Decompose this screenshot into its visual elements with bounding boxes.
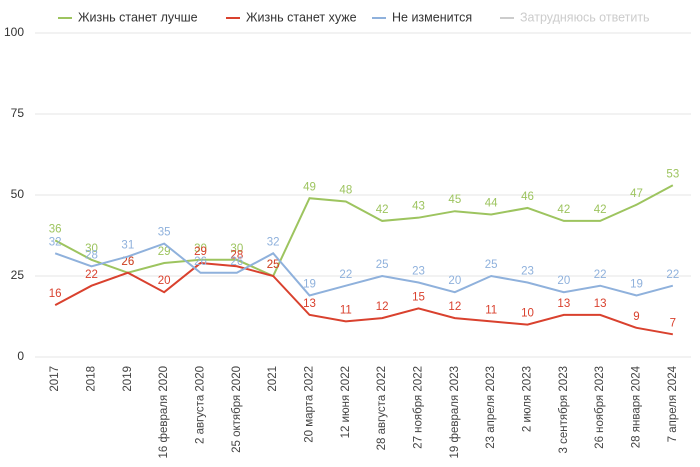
data-label: 49 bbox=[303, 181, 316, 193]
data-label: 29 bbox=[194, 246, 207, 258]
data-label: 13 bbox=[303, 298, 316, 310]
data-label: 45 bbox=[448, 194, 461, 206]
x-tick-label: 19 февраля 2023 bbox=[449, 366, 461, 458]
x-tick-label: 23 апреля 2023 bbox=[485, 366, 497, 449]
x-tick-label: 2 июля 2023 bbox=[522, 366, 534, 432]
x-tick-label: 3 сентября 2023 bbox=[558, 366, 570, 453]
data-label: 15 bbox=[412, 291, 425, 303]
data-label: 26 bbox=[121, 256, 134, 268]
data-label: 23 bbox=[412, 266, 425, 278]
x-tick-label: 27 ноября 2022 bbox=[413, 366, 425, 449]
x-tick-label: 20 марта 2022 bbox=[304, 366, 316, 443]
y-tick-label: 25 bbox=[11, 268, 25, 282]
data-label: 22 bbox=[85, 269, 98, 281]
data-label: 47 bbox=[630, 188, 643, 200]
data-label: 12 bbox=[376, 301, 389, 313]
x-tick-label: 16 февраля 2020 bbox=[158, 366, 170, 458]
y-tick-label: 0 bbox=[17, 349, 24, 363]
data-label: 28 bbox=[230, 249, 243, 261]
data-label: 10 bbox=[521, 308, 534, 320]
data-label: 20 bbox=[158, 275, 171, 287]
data-label: 19 bbox=[630, 278, 643, 290]
data-label: 44 bbox=[485, 197, 498, 209]
data-label: 36 bbox=[49, 223, 62, 235]
data-label: 20 bbox=[448, 275, 461, 287]
x-tick-label: 28 августа 2022 bbox=[376, 366, 388, 450]
data-label: 32 bbox=[49, 236, 62, 248]
data-label: 42 bbox=[594, 204, 607, 216]
legend-label[interactable]: Жизнь станет хуже bbox=[246, 10, 357, 24]
x-tick-label: 25 октября 2020 bbox=[231, 366, 243, 453]
x-tick-label: 2 августа 2020 bbox=[195, 366, 207, 444]
data-label: 46 bbox=[521, 191, 534, 203]
legend-label[interactable]: Не изменится bbox=[392, 10, 472, 24]
x-tick-label: 2021 bbox=[267, 366, 279, 392]
data-label: 16 bbox=[49, 288, 62, 300]
y-tick-label: 100 bbox=[4, 25, 24, 39]
y-tick-label: 50 bbox=[11, 187, 25, 201]
data-label: 11 bbox=[485, 304, 497, 316]
x-tick-label: 26 ноября 2023 bbox=[594, 366, 606, 449]
data-label: 26 bbox=[230, 256, 243, 268]
data-label: 25 bbox=[376, 259, 389, 271]
data-label: 20 bbox=[557, 275, 570, 287]
data-label: 31 bbox=[121, 240, 134, 252]
series-line bbox=[54, 262, 674, 336]
data-label: 9 bbox=[633, 311, 639, 323]
data-label: 22 bbox=[339, 269, 352, 281]
data-label: 42 bbox=[557, 204, 570, 216]
data-label: 48 bbox=[339, 185, 352, 197]
data-label: 23 bbox=[521, 266, 534, 278]
data-label: 35 bbox=[158, 227, 171, 239]
legend-label[interactable]: Жизнь станет лучше bbox=[78, 10, 198, 24]
data-label: 53 bbox=[666, 168, 679, 180]
series-line bbox=[54, 242, 674, 297]
data-label: 25 bbox=[485, 259, 498, 271]
series-line bbox=[54, 184, 674, 278]
legend-label[interactable]: Затрудняюсь ответить bbox=[520, 10, 650, 24]
data-label: 32 bbox=[267, 236, 280, 248]
data-label: 25 bbox=[267, 259, 280, 271]
x-tick-label: 12 июня 2022 bbox=[340, 366, 352, 438]
data-label: 13 bbox=[594, 298, 607, 310]
data-label: 42 bbox=[376, 204, 389, 216]
data-label: 25 bbox=[267, 259, 280, 271]
x-tick-label: 2019 bbox=[122, 366, 134, 392]
data-label: 30 bbox=[85, 243, 98, 255]
data-label: 30 bbox=[194, 243, 207, 255]
x-tick-label: 7 апреля 2024 bbox=[667, 365, 679, 442]
data-label: 12 bbox=[448, 301, 461, 313]
data-label: 22 bbox=[594, 269, 607, 281]
data-label: 7 bbox=[670, 317, 676, 329]
data-label: 29 bbox=[158, 246, 171, 258]
data-label: 28 bbox=[85, 249, 98, 261]
data-label: 26 bbox=[194, 256, 207, 268]
x-tick-label: 28 января 2024 bbox=[631, 365, 643, 448]
data-label: 30 bbox=[230, 243, 243, 255]
data-label: 11 bbox=[340, 304, 352, 316]
data-label: 13 bbox=[557, 298, 570, 310]
data-label: 22 bbox=[666, 269, 679, 281]
data-label: 26 bbox=[121, 256, 134, 268]
y-tick-label: 75 bbox=[11, 106, 25, 120]
data-label: 19 bbox=[303, 278, 316, 290]
x-tick-label: 2017 bbox=[49, 366, 61, 392]
data-label: 43 bbox=[412, 201, 425, 213]
x-tick-label: 2018 bbox=[86, 366, 98, 392]
